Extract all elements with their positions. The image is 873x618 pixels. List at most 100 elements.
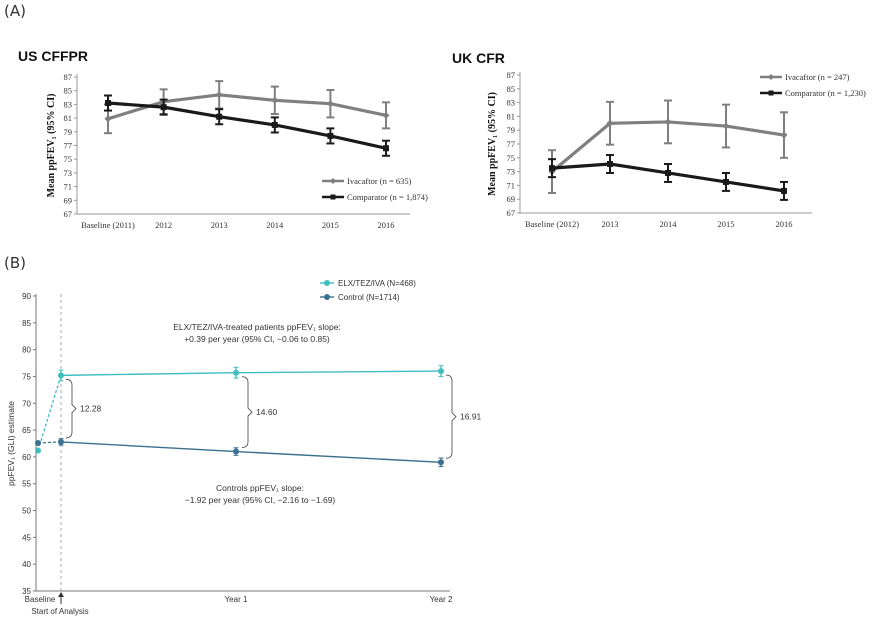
uk-cfr-y-tick-label: 75	[507, 153, 516, 163]
elx-chart-difference-label: 12.28	[80, 404, 102, 414]
elx-chart-y-tick-label: 80	[22, 346, 31, 355]
elx-chart-y-tick-label: 85	[22, 319, 31, 328]
uk-cfr-series-1-point	[723, 178, 729, 185]
elx-chart-y-tick-label: 45	[22, 533, 31, 542]
uk-cfr-x-tick-label: Baseline (2012)	[525, 219, 579, 229]
uk-cfr-title: UK CFR	[452, 50, 505, 66]
us-cffpr-legend-marker-1	[330, 194, 336, 200]
uk-cfr-x-tick-label: 2014	[660, 219, 678, 229]
us-cffpr-y-tick-label: 79	[64, 127, 73, 137]
us-cffpr-series-1-point	[383, 145, 389, 152]
uk-cfr-series-1-point	[781, 187, 787, 194]
elx-chart-legend-label-1: Control (N=1714)	[338, 293, 400, 302]
us-cffpr-y-tick-label: 73	[64, 168, 73, 178]
uk-cfr-series-0-point	[664, 118, 672, 126]
elx-chart-control-slope-value: −1.92 per year (95% CI, −2.16 to −1.69)	[185, 495, 336, 505]
uk-cfr-y-tick-label: 77	[507, 139, 516, 149]
uk-cfr-y-tick-label: 71	[507, 180, 516, 190]
us-cffpr-y-tick-label: 75	[64, 154, 73, 164]
uk-cfr-x-tick-label: 2016	[776, 219, 793, 229]
uk-cfr-series-0-point	[780, 131, 788, 139]
us-cffpr-series-0-point	[271, 96, 279, 104]
us-cffpr-series-0-point	[326, 100, 334, 108]
us-cffpr-series-1-point	[216, 113, 223, 120]
uk-cfr-legend-marker-1	[768, 90, 774, 96]
uk-cfr-y-tick-label: 67	[507, 208, 516, 218]
us-cffpr-series-1-line	[107, 101, 387, 150]
uk-cfr-series-1-point	[607, 161, 613, 168]
elx-chart-legend-label-0: ELX/TEZ/IVA (N=468)	[338, 279, 416, 288]
uk-cfr-x-tick-label: 2015	[718, 219, 735, 229]
elx-chart-series-1-point	[438, 459, 444, 466]
uk-cfr-y-axis-label: Mean ppFEV₁ (95% CI)	[487, 92, 498, 196]
elx-chart-y-tick-label: 65	[22, 426, 31, 435]
us-cffpr-y-tick-label: 83	[64, 99, 73, 109]
elx-chart-y-tick-label: 35	[22, 587, 31, 596]
us-cffpr-x-tick-label: 2015	[322, 220, 339, 230]
us-cffpr-legend-marker-0	[330, 178, 336, 184]
us-cffpr-y-tick-label: 87	[64, 72, 73, 82]
elx-chart-control-slope-title: Controls ppFEV₁ slope:	[216, 483, 304, 493]
uk-cfr-y-tick-label: 69	[507, 194, 516, 204]
elx-chart-start-analysis-label: Start of Analysis	[31, 607, 88, 616]
elx-chart-y-tick-label: 90	[22, 292, 31, 301]
uk-cfr-series-1-point	[665, 169, 671, 176]
us-cffpr-series-1-point	[271, 121, 278, 128]
panel-b-label: (B)	[4, 254, 26, 272]
us-cffpr-title: US CFFPR	[18, 48, 88, 64]
elx-chart-y-tick-label: 75	[22, 372, 31, 381]
elx-chart-series-0-point	[233, 369, 239, 376]
elx-chart-series-1-point	[233, 448, 239, 455]
elx-chart-series-0-baseline-point	[35, 447, 41, 454]
us-cffpr-series-0-point	[215, 91, 223, 99]
us-cffpr-series-0-point	[382, 111, 390, 119]
us-cffpr-y-tick-label: 81	[64, 113, 73, 123]
us-cffpr-y-axis-label: Mean ppFEV₁ (95% CI)	[46, 94, 57, 198]
us-cffpr-series-1-point	[105, 100, 111, 107]
uk-cfr-series-1-point	[549, 165, 555, 172]
elx-chart-difference-bracket	[445, 374, 457, 459]
elx-chart-difference-label: 16.91	[460, 412, 482, 422]
elx-chart-y-tick-label: 55	[22, 480, 31, 489]
elx-chart-x-tick-label: Year 2	[430, 595, 453, 604]
elx-chart-series-0-point	[438, 368, 444, 375]
uk-cfr-legend-label-1: Comparator (n = 1,230)	[785, 88, 866, 98]
uk-cfr-series-0-point	[722, 122, 730, 130]
elx-chart-elx-slope-value: +0.39 per year (95% CI, −0.06 to 0.85)	[184, 334, 330, 344]
uk-cfr-y-tick-label: 81	[507, 111, 516, 121]
uk-cfr-legend-marker-0	[768, 74, 774, 80]
uk-cfr-y-tick-label: 87	[507, 70, 516, 80]
elx-chart-difference-bracket	[241, 376, 253, 448]
elx-chart-series-0-line	[60, 370, 442, 377]
elx-chart-elx-slope-title: ELX/TEZ/IVA-treated patients ppFEV₁ slop…	[173, 322, 341, 332]
elx-chart-series-0-baseline-connector	[37, 375, 62, 451]
us-cffpr-series-0-line	[107, 93, 387, 121]
uk-cfr-series-0-point	[606, 119, 614, 127]
uk-cfr-legend-label-0: Ivacaftor (n = 247)	[785, 72, 850, 82]
elx-chart-start-arrow-head	[58, 592, 64, 597]
us-cffpr-legend-label-1: Comparator (n = 1,874)	[347, 192, 428, 202]
us-cffpr-series-0-point	[104, 115, 112, 123]
us-cffpr-x-tick-label: 2014	[266, 220, 284, 230]
elx-chart-y-tick-label: 70	[22, 399, 31, 408]
elx-chart-y-tick-label: 60	[22, 453, 31, 462]
elx-chart-difference-bracket	[65, 378, 77, 439]
elx-chart-series-1-line	[60, 441, 442, 463]
elx-chart-y-tick-label: 50	[22, 507, 31, 516]
us-cffpr-series-1-point	[327, 132, 334, 139]
us-cffpr-y-tick-label: 67	[64, 209, 73, 219]
us-cffpr-y-tick-label: 77	[64, 141, 73, 151]
elx-chart-series-1-point	[58, 438, 64, 445]
uk-cfr-x-tick-label: 2013	[602, 219, 619, 229]
us-cffpr-x-tick-label: 2013	[211, 220, 228, 230]
us-cffpr-legend-label-0: Ivacaftor (n = 635)	[347, 176, 412, 186]
elx-chart-x-tick-label: Year 1	[225, 595, 248, 604]
elx-chart-x-tick-label: Baseline	[25, 595, 56, 604]
elx-chart-difference-label: 14.60	[256, 407, 278, 417]
elx-chart-legend-marker-0	[324, 280, 330, 286]
us-cffpr-x-tick-label: 2012	[155, 220, 172, 230]
us-cffpr-series-1-point	[160, 104, 167, 111]
us-cffpr-y-tick-label: 71	[64, 182, 73, 192]
elx-chart-y-axis-label: ppFEV₁ (GLI) estimate	[6, 401, 16, 486]
